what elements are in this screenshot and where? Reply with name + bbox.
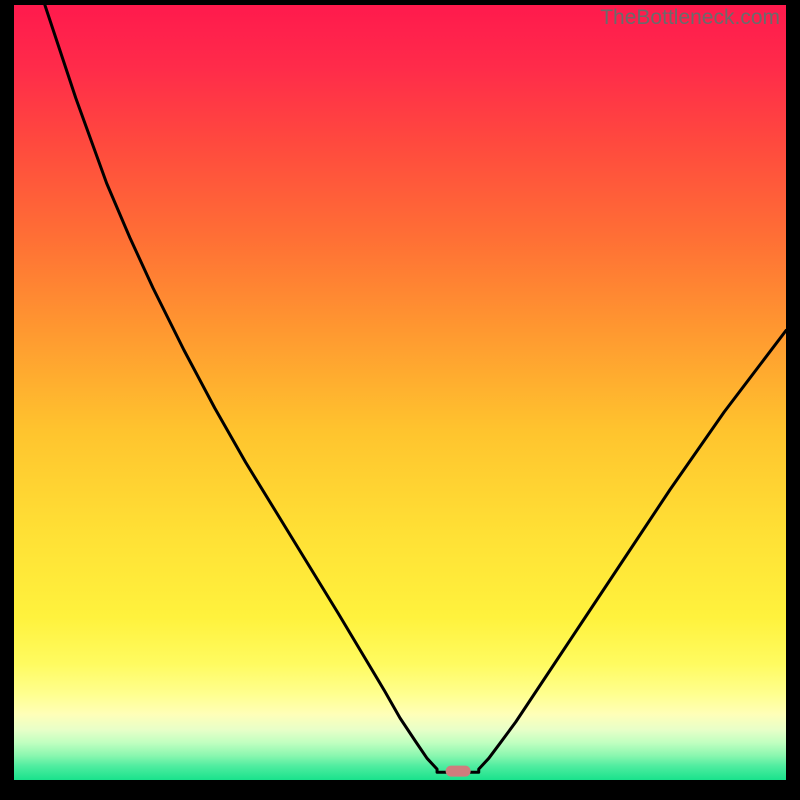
bottleneck-curve — [14, 5, 786, 780]
watermark-text: TheBottleneck.com — [600, 6, 780, 30]
plot-area — [14, 5, 786, 780]
chart-frame: TheBottleneck.com — [0, 0, 800, 800]
optimal-zone-marker — [446, 765, 471, 776]
